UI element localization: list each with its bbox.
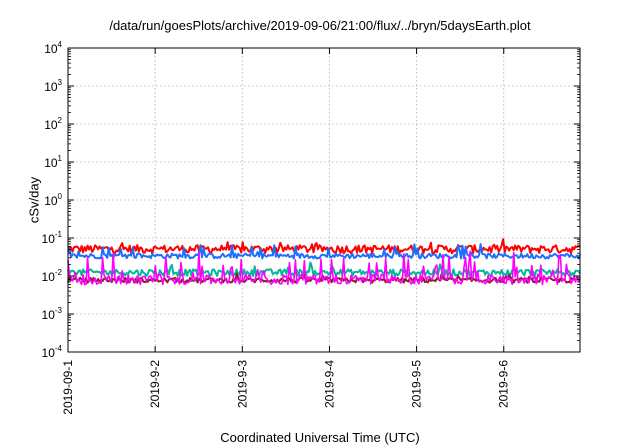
series-line-3 [67,261,581,277]
y-tick-label: 10-1 [42,230,63,246]
y-tick-label: 10-3 [42,306,63,322]
x-tick-label: 2019-9-6 [497,360,511,408]
grid-lines [68,48,580,352]
series-line-5 [67,250,581,286]
x-axis-ticks: 2019-09-1 2019-9-2 2019-9-3 2019-9-4 2019-9-… [61,48,511,415]
x-tick-label: 2019-9-2 [148,360,162,408]
chart-title: /data/run/goesPlots/archive/2019-09-06/2… [109,18,531,33]
y-axis-label: cSv/day [26,176,42,224]
y-tick-label: 100 [44,192,62,208]
y-tick-label: 101 [44,154,62,170]
series-line-2 [67,243,581,260]
x-tick-label: 2019-9-4 [322,360,336,408]
y-tick-label: 10-4 [42,344,63,360]
data-series [67,238,581,286]
y-tick-label: 10-2 [42,268,63,284]
y-tick-label: 104 [44,40,62,56]
series-line-1 [67,238,581,255]
x-tick-label: 2019-09-1 [61,360,75,415]
y-axis-ticks: 10-4 10-3 10-2 10-1 100 101 102 103 104 [42,40,580,360]
y-tick-label: 103 [44,78,62,94]
x-tick-label: 2019-9-3 [235,360,249,408]
y-tick-label: 102 [44,116,62,132]
x-tick-label: 2019-9-5 [410,360,424,408]
x-axis-label: Coordinated Universal Time (UTC) [220,430,420,445]
